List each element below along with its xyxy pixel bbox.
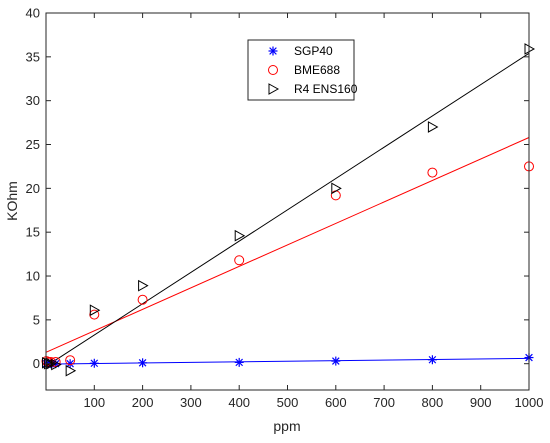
y-tick-label: 30 [26, 93, 40, 108]
data-point-s1-6 [137, 294, 148, 305]
x-tick-label: 900 [470, 395, 492, 410]
fit-line-1 [45, 137, 530, 353]
data-point-s2-8 [331, 182, 342, 195]
data-point-s2-4 [65, 364, 77, 377]
data-point-s0-5 [89, 358, 99, 368]
x-tick-label: 1000 [515, 395, 544, 410]
y-tick-label: 20 [26, 181, 40, 196]
data-point-s1-4 [65, 355, 76, 366]
y-tick-label: 10 [26, 269, 40, 284]
data-point-s2-1 [43, 357, 55, 370]
data-point-s2-9 [427, 121, 439, 133]
x-tick-label: 100 [83, 395, 105, 410]
legend-label-1: BME688 [294, 63, 340, 77]
legend-marker-1 [268, 65, 278, 75]
legend-label-0: SGP40 [294, 44, 333, 58]
data-point-s0-9 [427, 355, 437, 365]
legend: SGP40 BME688 R4 ENS160 [247, 39, 358, 101]
data-point-s0-8 [331, 356, 341, 366]
legend-marker-0 [268, 46, 278, 56]
legend-label-2: R4 ENS160 [294, 82, 358, 96]
y-tick-label: 35 [26, 49, 40, 64]
x-tick-label: 300 [180, 395, 202, 410]
data-point-s2-3 [51, 358, 62, 371]
y-tick-label: 0 [33, 356, 40, 371]
fit-line-0 [45, 357, 530, 365]
data-point-s2-6 [138, 279, 149, 292]
y-tick-label: 5 [33, 312, 40, 327]
data-point-s1-9 [427, 167, 438, 178]
fit-lines [45, 52, 530, 367]
data-point-s2-5 [89, 304, 101, 317]
data-point-s2-7 [234, 229, 246, 242]
y-tick-label: 40 [26, 6, 40, 21]
y-axis-ticks: 0 5 10 15 20 25 30 35 40 [26, 6, 529, 371]
x-tick-label: 700 [373, 395, 395, 410]
data-point-s1-7 [234, 255, 245, 266]
x-tick-label: 500 [277, 395, 299, 410]
data-point-s0-6 [138, 358, 148, 368]
x-axis-label: ppm [273, 418, 300, 434]
y-axis-label: KOhm [4, 181, 20, 221]
y-tick-label: 25 [26, 137, 40, 152]
y-tick-label: 15 [26, 225, 40, 240]
x-tick-label: 800 [422, 395, 444, 410]
x-tick-label: 400 [228, 395, 250, 410]
x-tick-label: 600 [325, 395, 347, 410]
data-point-s0-7 [234, 357, 244, 367]
legend-marker-2 [268, 83, 280, 95]
fit-line-2 [45, 52, 530, 367]
legend-box [247, 39, 355, 101]
x-axis-ticks: 100 200 300 400 500 600 700 800 900 1000 [83, 13, 543, 410]
x-tick-label: 200 [132, 395, 154, 410]
